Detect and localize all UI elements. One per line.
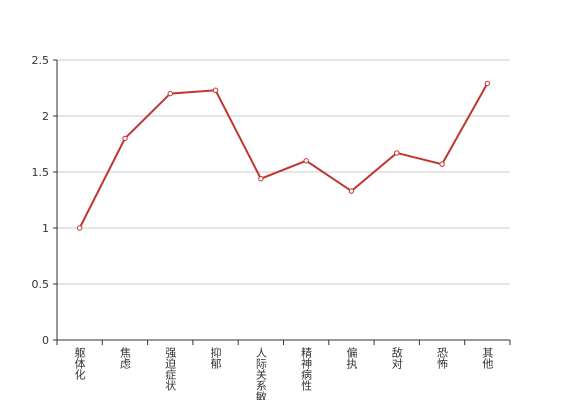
y-tick-label: 2.5 (32, 54, 50, 67)
x-tick-label: 其他 (481, 347, 494, 369)
y-tick-label: 0 (42, 334, 49, 347)
point (76, 225, 83, 231)
x-tick-label: 躯体化 (73, 347, 86, 381)
x-tick-label: 强迫症状 (164, 347, 177, 391)
point (348, 188, 355, 194)
x-tick-label: 人际关系敏感 (254, 347, 267, 400)
point (258, 176, 264, 182)
point (303, 158, 309, 164)
point (394, 150, 400, 156)
x-tick-label: 敌对 (390, 346, 403, 369)
x-tick-label: 抑郁 (209, 346, 222, 369)
point (484, 80, 491, 87)
point (122, 135, 128, 142)
y-tick-label: 1.5 (32, 166, 50, 179)
x-tick-label: 偏执 (345, 346, 358, 370)
y-tick-label: 2 (42, 110, 49, 123)
point (167, 90, 173, 97)
point (212, 87, 219, 93)
x-tick-label: 精神病性 (300, 347, 313, 392)
y-tick-label: 1 (42, 222, 49, 235)
x-tick-label: 焦虑 (118, 347, 131, 369)
x-tick-label: 恐怖 (436, 347, 449, 369)
y-tick-label: 0.5 (32, 278, 50, 291)
point (439, 161, 445, 167)
line (78, 83, 489, 229)
